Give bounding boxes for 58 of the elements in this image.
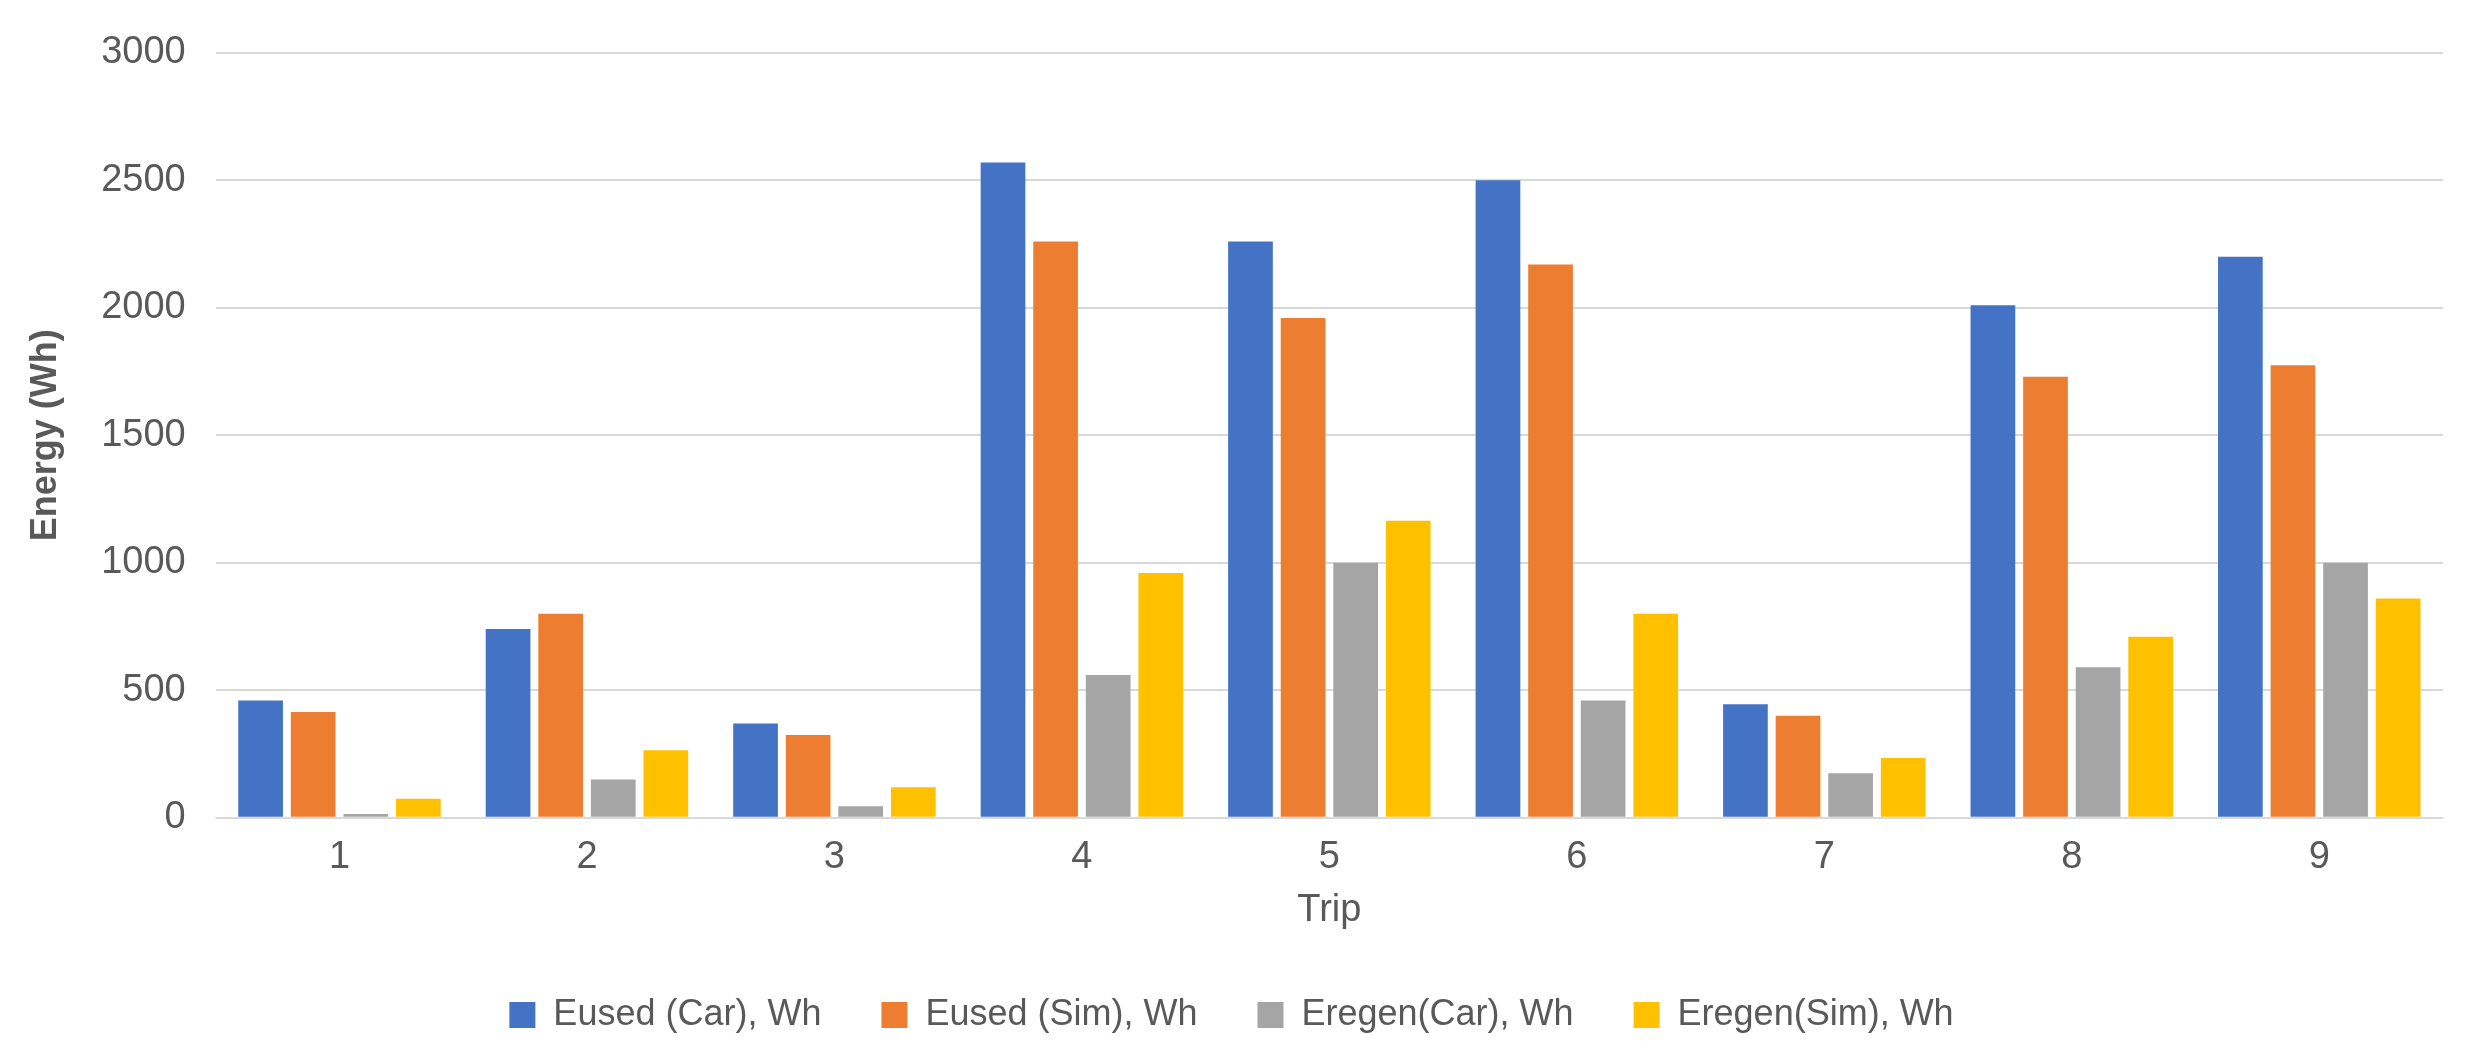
x-tick-label: 2 [576, 834, 598, 877]
x-tick-label: 6 [1566, 834, 1588, 877]
bar [733, 723, 778, 817]
bar [2075, 667, 2121, 817]
y-tick-label: 2500 [101, 156, 186, 199]
bar [2128, 636, 2174, 817]
y-axis-title: Energy (Wh) [22, 329, 64, 542]
legend-label: Eregen(Sim), Wh [1677, 991, 1954, 1033]
bar [1633, 613, 1679, 817]
bar [2218, 256, 2263, 817]
bar [1880, 757, 1926, 817]
x-axis-title: Trip [1297, 886, 1362, 929]
bar [643, 750, 689, 817]
y-tick-label: 2000 [101, 284, 186, 327]
bar [2023, 376, 2068, 817]
y-tick-label: 1500 [101, 411, 186, 454]
bar [1775, 715, 1821, 817]
bar [238, 700, 283, 817]
bar [590, 779, 636, 817]
bar [1138, 573, 1184, 817]
bar [1280, 318, 1326, 817]
bar [538, 613, 583, 817]
x-tick-label: 8 [2061, 834, 2083, 877]
x-tick-label: 7 [1813, 834, 1835, 877]
bar [396, 798, 441, 817]
bar [290, 711, 336, 817]
bar [1580, 700, 1626, 817]
bar [1333, 562, 1379, 817]
x-tick-label: 1 [328, 834, 351, 877]
y-tick-label: 1000 [101, 539, 186, 582]
bar [2270, 365, 2316, 817]
x-tick-label: 5 [1318, 834, 1340, 877]
bar [980, 162, 1026, 817]
bar [1385, 520, 1431, 817]
bar [1723, 704, 1768, 817]
x-tick-label: 9 [2308, 834, 2330, 877]
bar [1828, 773, 1873, 817]
bar [1970, 305, 2016, 817]
legend-label: Eused (Sim), Wh [925, 991, 1198, 1033]
y-tick-label: 500 [122, 666, 186, 709]
bar [1085, 675, 1131, 817]
bar [838, 806, 884, 817]
y-tick-label: 3000 [101, 29, 186, 72]
bar [2375, 598, 2421, 817]
bar [1228, 241, 1273, 817]
legend-label: Eused (Car), Wh [553, 991, 822, 1033]
bar [343, 813, 389, 817]
bar [1475, 180, 1521, 817]
bar [2323, 562, 2368, 817]
bar [1528, 264, 1573, 817]
bar [1033, 241, 1078, 817]
x-tick-label: 4 [1071, 834, 1093, 877]
x-tick-label: 3 [823, 834, 845, 877]
y-tick-label: 0 [164, 794, 186, 837]
bar [485, 629, 531, 817]
bar [785, 734, 831, 817]
legend-label: Eregen(Car), Wh [1301, 991, 1574, 1033]
bar [890, 787, 936, 817]
